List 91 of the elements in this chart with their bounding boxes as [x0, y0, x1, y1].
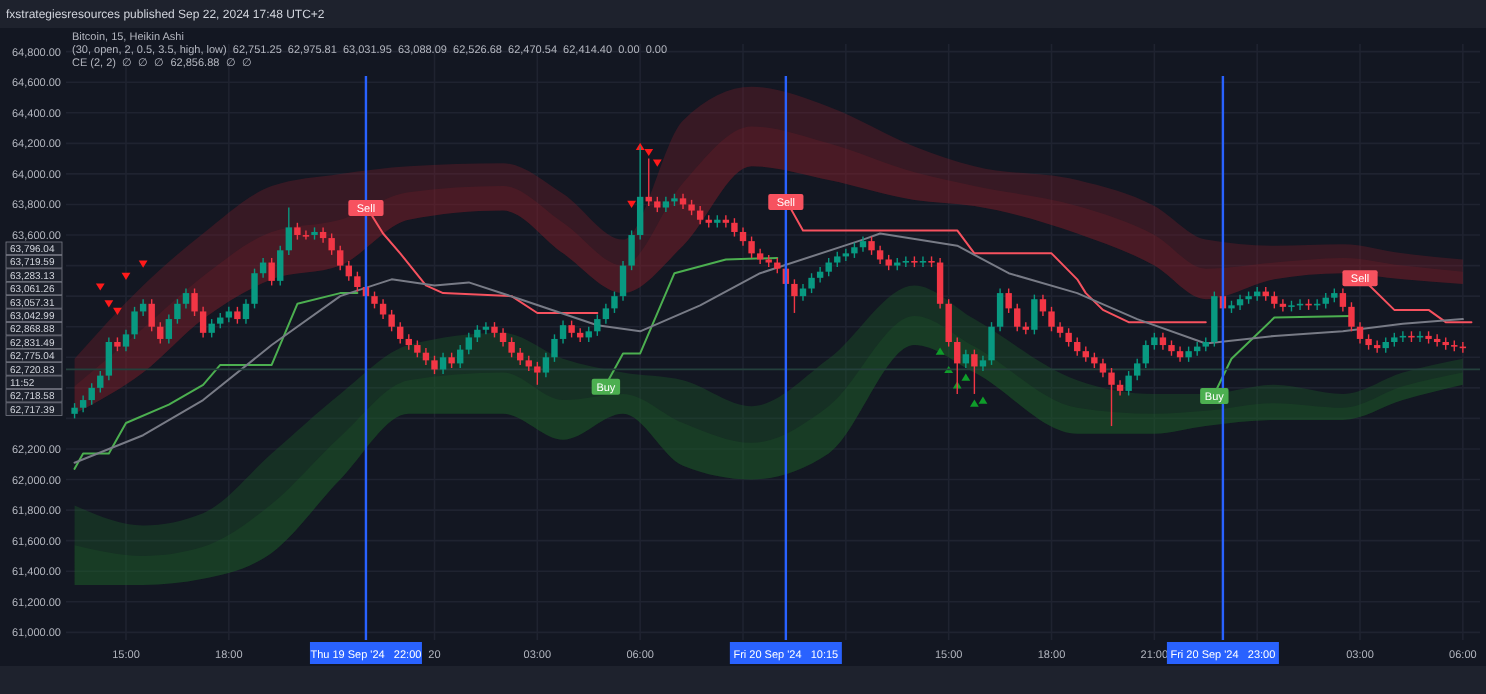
candlestick: [302, 229, 310, 241]
candlestick: [791, 278, 798, 314]
candlestick: [1074, 336, 1081, 357]
candlestick: [439, 352, 447, 375]
candlestick: [182, 287, 190, 310]
candlestick: [1279, 298, 1287, 313]
candlestick: [628, 229, 635, 271]
candlestick: [1048, 306, 1055, 332]
candlestick: [919, 255, 927, 268]
point: [627, 200, 636, 209]
candlestick: [1348, 301, 1355, 332]
candlestick: [868, 235, 875, 256]
candlestick: [1022, 321, 1030, 336]
point: [935, 347, 945, 355]
candlestick: [191, 287, 198, 317]
candlestick: [508, 336, 515, 358]
candlestick: [1142, 339, 1149, 369]
point: [104, 300, 114, 308]
candlestick: [208, 318, 215, 339]
candlestick: [731, 217, 738, 238]
candlestick: [268, 257, 275, 287]
candlestick: [876, 245, 884, 265]
candlestick: [105, 336, 113, 381]
candlestick: [1134, 358, 1141, 381]
candlestick: [619, 260, 627, 302]
candlestick: [551, 333, 558, 363]
candlestick: [988, 321, 995, 366]
point: [969, 399, 979, 407]
candlestick: [739, 226, 747, 247]
candlestick: [1014, 303, 1021, 332]
candlestick: [722, 214, 730, 229]
candlestick: [1433, 333, 1441, 348]
point: [113, 307, 122, 316]
candlestick: [157, 321, 164, 345]
candlestick: [285, 206, 293, 256]
candlestick: [842, 248, 850, 262]
candlestick: [354, 271, 361, 293]
candlestick: [996, 287, 1004, 332]
candlestick: [748, 235, 755, 259]
candlestick: [88, 382, 95, 406]
candlestick: [611, 290, 618, 314]
line-series: [73, 232, 1464, 464]
candlestick: [1039, 293, 1047, 317]
candlestick: [1356, 321, 1364, 345]
candlestick: [174, 298, 181, 325]
candlestick: [636, 145, 644, 241]
candlestick: [808, 272, 815, 294]
candlestick: [602, 303, 610, 325]
point: [95, 283, 105, 291]
candlestick: [337, 245, 344, 271]
candlestick: [122, 329, 130, 352]
candlestick: [277, 245, 284, 287]
candlestick: [936, 257, 944, 310]
candlestick: [1125, 370, 1132, 397]
candlestick: [148, 298, 155, 332]
candlestick: [499, 327, 507, 348]
candlestick: [594, 313, 601, 337]
candlestick: [465, 332, 472, 355]
point: [138, 260, 148, 268]
candlestick: [1339, 287, 1347, 313]
candlestick: [1005, 287, 1012, 314]
candlestick: [559, 319, 567, 345]
candlestick: [251, 267, 258, 310]
candlestick: [328, 232, 335, 256]
candlestick: [165, 313, 173, 345]
candlestick: [902, 255, 910, 268]
candlestick: [199, 306, 207, 339]
candlestick: [388, 309, 395, 332]
point: [978, 396, 988, 404]
candlestick: [131, 306, 138, 340]
candlestick: [542, 352, 550, 378]
candlestick: [1108, 367, 1115, 427]
candlestick: [1099, 358, 1107, 378]
candlestick: [962, 348, 970, 369]
point: [961, 373, 971, 381]
candlestick: [1031, 293, 1038, 336]
candlestick: [971, 348, 978, 395]
candlestick: [242, 298, 250, 325]
candlestick: [696, 205, 704, 226]
candlestick: [1211, 290, 1218, 348]
candlestick: [534, 361, 541, 386]
candlestick: [1065, 327, 1072, 348]
candlestick: [1373, 339, 1381, 354]
candlestick: [397, 321, 404, 345]
candlestick: [319, 226, 327, 244]
candlestick: [945, 298, 952, 348]
candlestick: [431, 355, 438, 375]
point: [644, 148, 654, 157]
candlestick: [825, 257, 832, 277]
candlestick: [97, 370, 104, 394]
candlestick: [482, 321, 490, 336]
